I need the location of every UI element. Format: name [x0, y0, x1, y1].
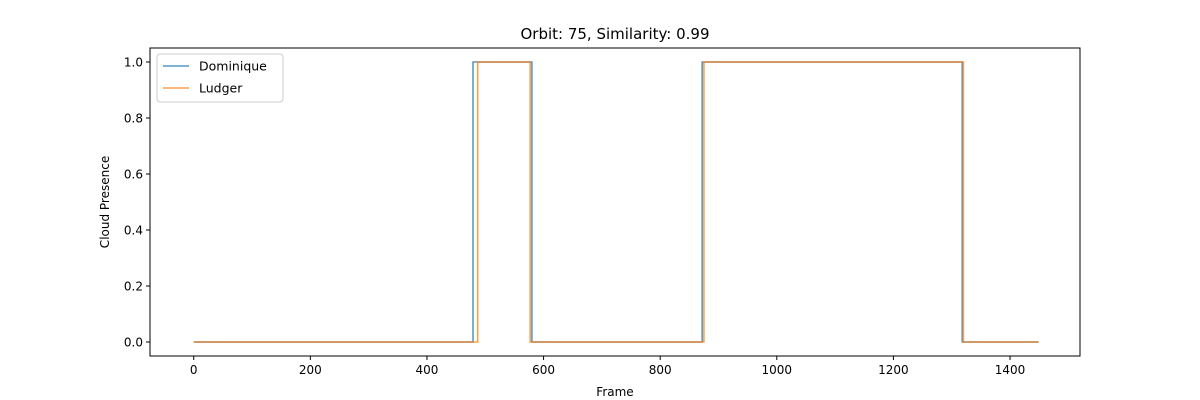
x-tick-label: 600	[532, 363, 555, 377]
x-tick-label: 1000	[762, 363, 793, 377]
x-tick-label: 800	[649, 363, 672, 377]
y-tick-label: 1.0	[124, 56, 143, 70]
series-line-ludger	[193, 61, 1039, 343]
x-tick-label: 200	[299, 363, 322, 377]
y-tick-label: 0.0	[124, 336, 143, 350]
chart-title: Orbit: 75, Similarity: 0.99	[520, 25, 709, 43]
series-layer	[193, 61, 1039, 343]
plot-frame	[149, 47, 1081, 357]
x-axis-label: Frame	[596, 385, 633, 399]
x-tick-label: 1400	[995, 363, 1026, 377]
y-tick-label: 0.8	[124, 112, 143, 126]
x-tick-label: 400	[416, 363, 439, 377]
legend-label-ludger: Ludger	[199, 81, 243, 96]
legend-label-dominique: Dominique	[199, 59, 267, 74]
axes-layer: 0 200 400 600 800 1000 1200 1400 0.0 0.2 0.4 0.6 0.8…	[124, 47, 1081, 377]
y-tick-label: 0.6	[124, 168, 143, 182]
series-line-dominique	[193, 61, 1039, 343]
x-tick-label: 1200	[878, 363, 909, 377]
y-tick-label: 0.2	[124, 280, 143, 294]
y-tick-label: 0.4	[124, 224, 143, 238]
legend: Dominique Ludger	[156, 53, 284, 103]
x-tick-label: 0	[190, 363, 198, 377]
y-axis-label: Cloud Presence	[98, 156, 112, 248]
